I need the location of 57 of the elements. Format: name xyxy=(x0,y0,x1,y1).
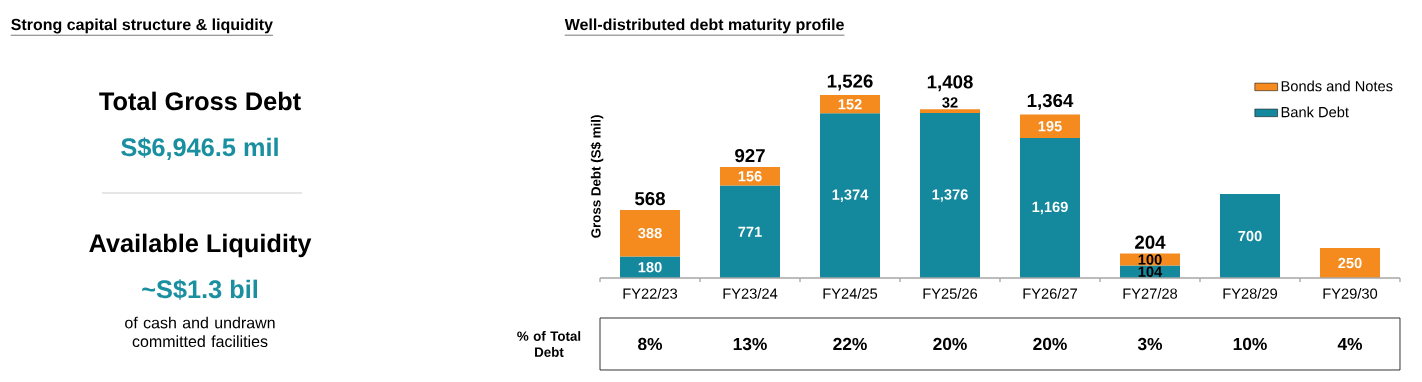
bar xyxy=(920,109,980,114)
x-tick-label: FY23/24 xyxy=(723,288,778,299)
text: 22% xyxy=(833,337,867,351)
total-label: 927 xyxy=(735,148,765,163)
total-label: 568 xyxy=(635,191,665,206)
x-tick-label: FY28/29 xyxy=(1223,288,1278,299)
bar xyxy=(820,113,880,278)
bar xyxy=(920,113,980,278)
x-tick-label: FY24/25 xyxy=(823,288,878,299)
text: Available Liquidity xyxy=(89,233,312,258)
text: 13% xyxy=(733,337,767,351)
total-label: 1,526 xyxy=(827,74,873,91)
text: Strong capital structure & liquidity xyxy=(11,18,273,34)
text: 20% xyxy=(933,337,967,351)
legend-label: Bank Debt xyxy=(1281,106,1349,118)
text: of cash and undrawn committed facilities xyxy=(125,316,275,348)
text: 20% xyxy=(1033,337,1067,351)
total-label: 1,408 xyxy=(927,75,973,92)
data-label: 195 xyxy=(1038,121,1062,132)
x-tick-label: FY27/28 xyxy=(1123,288,1178,299)
data-label: 771 xyxy=(738,226,762,237)
text: 10% xyxy=(1233,337,1267,351)
data-label: 1,376 xyxy=(932,189,968,202)
text: 4% xyxy=(1337,337,1363,351)
data-label: 388 xyxy=(638,227,662,239)
data-label: 180 xyxy=(638,262,662,273)
chart-title: Well-distributed debt maturity profile xyxy=(564,18,844,34)
data-label: 700 xyxy=(1238,230,1262,242)
data-label: 100 xyxy=(1138,254,1162,265)
data-label: 1,374 xyxy=(832,189,869,202)
bar xyxy=(620,209,681,257)
x-tick-label: FY25/26 xyxy=(923,288,978,299)
text: 8% xyxy=(638,337,663,351)
data-label: 1,169 xyxy=(1032,201,1068,215)
data-label: 104 xyxy=(1138,266,1163,277)
bar xyxy=(720,166,780,186)
text: % of Total Debt xyxy=(517,331,581,357)
bar xyxy=(1219,194,1280,278)
bar xyxy=(720,185,780,278)
legend-label: Bonds and Notes xyxy=(1281,80,1393,92)
data-label: 156 xyxy=(738,171,762,182)
text: 3% xyxy=(1137,337,1163,351)
bar xyxy=(1319,248,1380,278)
x-tick-label: FY22/23 xyxy=(623,288,678,299)
data-label: 250 xyxy=(1338,257,1362,269)
text: Total Gross Debt xyxy=(99,91,301,111)
y-axis-title: Gross Debt (S$ mil) xyxy=(590,115,604,238)
data-label: 152 xyxy=(838,99,862,110)
total-label: 204 xyxy=(1135,235,1166,249)
text: S$6,946.5 mil xyxy=(121,137,278,160)
x-tick-label: FY26/27 xyxy=(1023,288,1077,299)
bar xyxy=(1020,114,1080,138)
total-label: 1,364 xyxy=(1027,93,1074,110)
text: ~S$1.3 bil xyxy=(142,279,257,300)
data-label: 32 xyxy=(942,97,958,108)
bar xyxy=(1020,137,1080,278)
x-tick-label: FY29/30 xyxy=(1323,288,1378,299)
